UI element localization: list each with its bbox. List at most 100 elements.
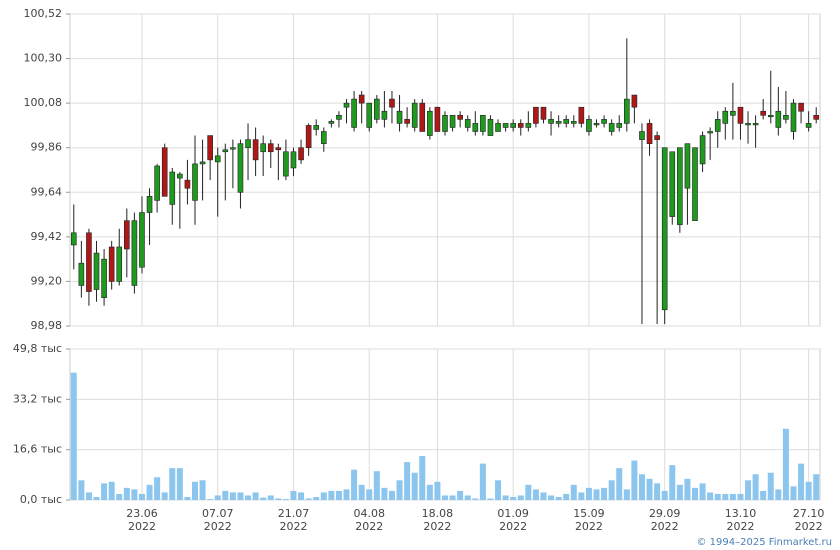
candle-body (737, 106, 744, 124)
candle-body (783, 114, 789, 120)
candle-body (419, 102, 426, 132)
candle-body (101, 258, 107, 298)
volume-bar (434, 481, 441, 500)
volume-bar (381, 487, 388, 500)
volume-bar (449, 495, 456, 500)
x-tick-label: 15.09 (573, 507, 605, 520)
candle-body (374, 98, 380, 120)
candle-body (184, 179, 191, 189)
volume-bar (199, 480, 206, 500)
volume-bar (358, 484, 365, 500)
copyright: © 1994–2025 Finmarket.ru (696, 537, 832, 548)
candle-body (116, 246, 123, 282)
candle-body (654, 135, 660, 140)
volume-bar (169, 468, 176, 500)
candle-body (631, 94, 638, 108)
volume-bar (351, 469, 358, 500)
candle-body (661, 147, 668, 311)
x-tick-year: 2022 (726, 520, 754, 533)
candle-body (169, 171, 176, 205)
volume-bar (813, 474, 820, 500)
volume-bar (631, 460, 638, 500)
y-tick-label: 100,52 (24, 7, 63, 20)
volume-bar (85, 492, 92, 500)
volume-bar (176, 468, 183, 500)
candle-body (154, 165, 160, 201)
volume-bar (154, 477, 161, 500)
x-tick-year: 2022 (279, 520, 307, 533)
candle-body (442, 114, 448, 132)
candle-body (608, 123, 615, 132)
y-tick-label: 100,08 (24, 96, 63, 109)
candle-body (146, 196, 153, 213)
candle-body (745, 123, 751, 126)
candle-body (790, 102, 797, 132)
candle-body (707, 131, 713, 134)
candle-body (93, 252, 100, 290)
volume-bar (805, 481, 812, 500)
volume-bar (782, 428, 789, 500)
candle-body (343, 102, 350, 108)
y-tick-label: 49,8 тыс (13, 342, 62, 355)
candle-body (161, 147, 168, 197)
volume-bar (661, 490, 668, 500)
volume-bar (78, 480, 85, 500)
volume-bar (745, 480, 752, 500)
candle-body (336, 114, 342, 120)
candle-body (139, 212, 145, 268)
candle-body (214, 155, 221, 163)
volume-bar (654, 483, 661, 500)
volume-bar (305, 498, 312, 500)
volume-bar (101, 483, 108, 500)
volume-bar (517, 495, 524, 500)
volume-bar (495, 480, 502, 500)
candle-body (328, 121, 335, 124)
volume-bar (464, 495, 471, 500)
candle-body (70, 232, 77, 246)
volume-bar (692, 487, 698, 500)
candle-body (714, 119, 721, 132)
candle-body (252, 139, 259, 161)
candle-body (389, 98, 395, 108)
volume-bar (161, 492, 168, 500)
x-tick-year: 2022 (499, 520, 527, 533)
x-tick-label: 01.09 (497, 507, 529, 520)
volume-bar (320, 492, 327, 500)
candle-body (464, 119, 471, 128)
volume-bar (207, 499, 214, 500)
volume-bar (722, 493, 729, 500)
volume-bar (684, 478, 691, 500)
volume-bar (116, 493, 123, 500)
candle-body (677, 147, 683, 226)
candle-body (245, 139, 251, 149)
volume-bar (570, 484, 577, 500)
y-tick-label: 99,20 (31, 274, 63, 287)
candle-body (305, 125, 312, 149)
volume-bar (585, 487, 592, 500)
volume-bar (328, 490, 335, 500)
candle-body (222, 149, 229, 153)
volume-bar (676, 484, 683, 500)
candle-body (510, 123, 516, 128)
y-tick-label: 100,30 (24, 52, 63, 65)
volume-bar (275, 498, 282, 500)
volume-bar (608, 480, 615, 500)
volume-bar (404, 462, 411, 500)
candle-body (813, 114, 820, 120)
candle-body (669, 151, 676, 217)
candle-body (601, 119, 607, 124)
volume-bar (646, 478, 653, 500)
volume-bar (548, 495, 555, 500)
candle-body (570, 121, 577, 124)
x-tick-year: 2022 (575, 520, 603, 533)
volume-bar (396, 480, 403, 500)
candle-body (548, 119, 554, 124)
x-tick-label: 07.07 (202, 507, 234, 520)
volume-bar (767, 472, 774, 500)
candle-body (237, 143, 244, 193)
candle-body (177, 173, 183, 179)
volume-bar (290, 490, 297, 500)
volume-bar (146, 484, 153, 500)
